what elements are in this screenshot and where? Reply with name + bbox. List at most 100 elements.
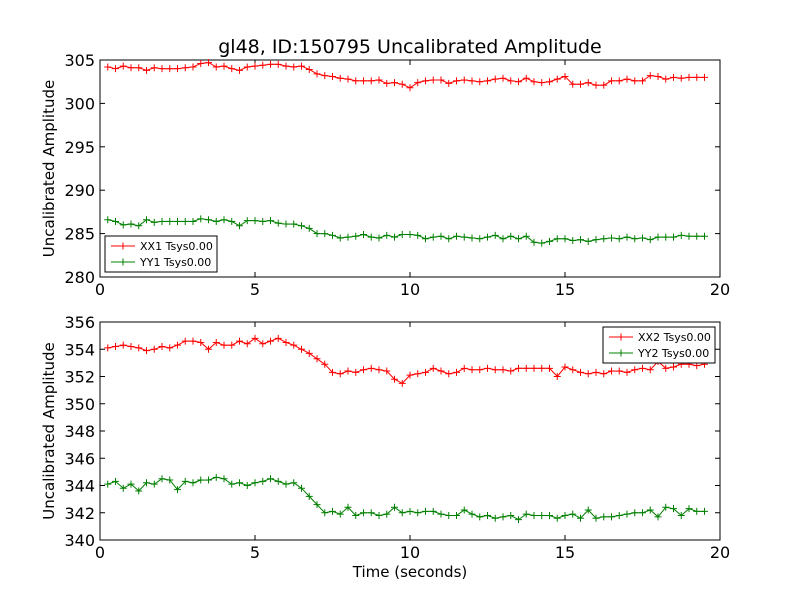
data-point xyxy=(515,78,522,86)
data-point xyxy=(112,65,119,73)
data-point xyxy=(197,476,205,484)
data-point xyxy=(135,64,143,72)
data-point xyxy=(429,507,437,515)
data-point xyxy=(491,514,499,522)
data-point xyxy=(398,230,406,238)
data-point xyxy=(360,230,367,238)
data-point xyxy=(577,80,584,88)
data-point xyxy=(670,233,677,241)
data-point xyxy=(282,338,290,346)
data-point xyxy=(677,74,685,82)
data-point xyxy=(174,65,181,73)
data-point xyxy=(383,231,391,239)
data-point xyxy=(104,63,112,71)
data-point xyxy=(398,379,406,387)
data-point xyxy=(274,334,282,342)
data-point xyxy=(569,510,577,518)
data-point xyxy=(205,476,212,484)
data-point xyxy=(429,364,437,372)
data-point xyxy=(336,510,344,518)
data-point xyxy=(321,72,329,80)
data-point xyxy=(367,233,375,241)
data-point xyxy=(476,235,484,243)
series-xx2 xyxy=(104,334,708,387)
data-point xyxy=(654,72,662,80)
data-point xyxy=(220,62,228,70)
data-point xyxy=(251,334,259,342)
data-point xyxy=(336,74,344,82)
panels: 0 5 10 15 20 280 285 290 295 300 305 gl48, ID:15079… xyxy=(40,36,730,581)
y-axis-label: Uncalibrated Amplitude xyxy=(40,80,58,257)
data-point xyxy=(127,64,135,72)
data-point xyxy=(662,364,670,372)
data-point xyxy=(181,217,189,225)
data-point xyxy=(615,235,623,243)
data-point xyxy=(251,62,259,70)
data-point xyxy=(615,367,623,375)
data-point xyxy=(228,217,236,225)
data-point xyxy=(360,366,367,374)
data-point xyxy=(290,479,298,487)
data-point xyxy=(414,79,422,87)
data-point xyxy=(166,65,174,73)
y-tick-label: 344 xyxy=(64,477,95,496)
data-point xyxy=(670,73,677,81)
data-point xyxy=(174,486,181,494)
y-tick-label: 300 xyxy=(64,94,95,113)
data-point xyxy=(437,367,445,375)
data-point xyxy=(646,506,654,514)
x-tick-label: 20 xyxy=(710,543,730,562)
data-point xyxy=(189,479,197,487)
x-tick-label: 15 xyxy=(555,280,575,299)
data-point xyxy=(646,236,654,244)
data-point xyxy=(406,230,414,238)
data-point xyxy=(507,232,515,240)
data-point xyxy=(197,215,205,223)
data-point xyxy=(623,510,631,518)
panel-2: 0 5 10 15 20 340 342 344 346 348 350 352 354 356 Uncal… xyxy=(40,313,730,581)
data-point xyxy=(274,477,282,485)
panel-1: 0 5 10 15 20 280 285 290 295 300 305 gl48, ID:15079… xyxy=(40,36,730,299)
data-point xyxy=(453,232,460,240)
data-point xyxy=(615,77,623,85)
data-point xyxy=(662,75,670,83)
data-point xyxy=(290,63,298,71)
data-point xyxy=(693,73,701,81)
x-tick-label: 10 xyxy=(400,543,420,562)
data-point xyxy=(391,503,398,511)
legend-label: XX2 Tsys0.00 xyxy=(638,331,711,344)
data-point xyxy=(631,77,639,85)
data-point xyxy=(437,510,445,518)
data-point xyxy=(546,364,553,372)
data-point xyxy=(522,364,530,372)
data-point xyxy=(623,233,631,241)
data-point xyxy=(251,217,259,225)
x-axis-label: Time (seconds) xyxy=(352,563,468,581)
data-point xyxy=(205,216,212,224)
data-point xyxy=(282,62,290,70)
data-point xyxy=(414,370,422,378)
data-point xyxy=(530,78,538,86)
data-point xyxy=(615,511,623,519)
data-point xyxy=(181,64,189,72)
data-point xyxy=(236,337,243,345)
data-point xyxy=(546,78,553,86)
data-point xyxy=(476,78,484,86)
data-point xyxy=(631,366,639,374)
data-point xyxy=(476,513,484,521)
y-tick-label: 354 xyxy=(64,340,95,359)
data-point xyxy=(491,231,499,239)
data-point xyxy=(515,235,522,243)
data-point xyxy=(484,77,491,85)
data-point xyxy=(181,477,189,485)
data-point xyxy=(259,477,267,485)
y-tick-label: 290 xyxy=(64,181,95,200)
data-point xyxy=(383,79,391,87)
data-point xyxy=(367,364,375,372)
data-point xyxy=(313,355,321,363)
y-tick-label: 340 xyxy=(64,531,95,550)
data-point xyxy=(662,233,670,241)
data-point xyxy=(499,366,507,374)
data-point xyxy=(329,72,336,80)
data-point xyxy=(584,370,592,378)
